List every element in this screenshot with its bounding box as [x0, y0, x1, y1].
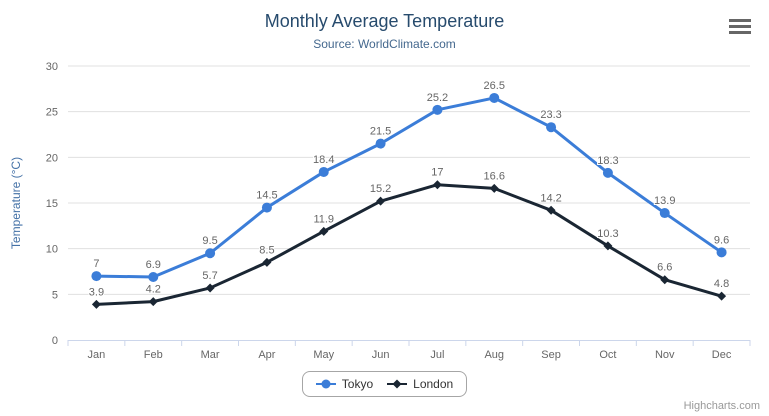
y-axis-tick-label: 20 — [46, 152, 58, 164]
y-axis-tick-label: 0 — [52, 335, 58, 347]
tokyo-data-label-dec: 9.6 — [714, 234, 729, 246]
x-axis-label: Dec — [712, 349, 732, 361]
tokyo-data-label-mar: 9.5 — [202, 235, 217, 247]
legend-label-tokyo: Tokyo — [341, 377, 374, 391]
london-data-label-mar: 5.7 — [202, 270, 217, 282]
tokyo-point-may[interactable] — [318, 166, 329, 177]
y-axis-tick-label: 25 — [46, 107, 58, 119]
london-point-nov[interactable] — [660, 275, 670, 285]
london-data-label-nov: 6.6 — [657, 262, 672, 274]
tokyo-data-label-apr: 14.5 — [256, 190, 277, 202]
london-data-label-jun: 15.2 — [370, 183, 391, 195]
london-point-mar[interactable] — [205, 283, 215, 293]
tokyo-point-sep[interactable] — [546, 122, 557, 133]
london-point-jul[interactable] — [432, 180, 442, 190]
london-point-may[interactable] — [319, 226, 329, 236]
tokyo-data-label-may: 18.4 — [313, 154, 334, 166]
tokyo-data-label-jan: 7 — [93, 258, 99, 270]
tokyo-marker-icon — [315, 379, 336, 389]
tokyo-data-label-jun: 21.5 — [370, 126, 391, 138]
tokyo-data-label-feb: 6.9 — [146, 259, 161, 271]
london-point-jan[interactable] — [91, 299, 101, 309]
chart-title: Monthly Average Temperature — [264, 11, 505, 31]
credits-link[interactable]: Highcharts.com — [683, 400, 760, 412]
chart-subtitle: Source: WorldClimate.com — [313, 37, 456, 51]
y-axis-tick-label: 5 — [52, 289, 58, 301]
tokyo-point-aug[interactable] — [489, 92, 500, 103]
london-point-oct[interactable] — [603, 241, 613, 251]
london-point-feb[interactable] — [148, 297, 158, 307]
legend-box: Tokyo London — [301, 371, 468, 397]
london-data-label-oct: 10.3 — [597, 228, 618, 240]
london-point-jun[interactable] — [376, 196, 386, 206]
london-data-label-jan: 3.9 — [89, 286, 104, 298]
london-point-aug[interactable] — [489, 183, 499, 193]
london-point-apr[interactable] — [262, 257, 272, 267]
tokyo-line-series — [94, 96, 724, 279]
tokyo-data-label-nov: 13.9 — [654, 195, 675, 207]
tokyo-point-jan[interactable] — [91, 271, 102, 282]
legend: Tokyo London — [0, 371, 769, 397]
x-axis-label: May — [313, 349, 334, 361]
x-axis-label: Jan — [88, 349, 106, 361]
tokyo-data-label-sep: 23.3 — [540, 109, 561, 121]
london-data-label-dec: 4.8 — [714, 278, 729, 290]
x-axis-label: Sep — [541, 349, 561, 361]
x-axis-label: Jun — [372, 349, 390, 361]
y-axis-tick-label: 10 — [46, 244, 58, 256]
tokyo-point-dec[interactable] — [716, 247, 727, 258]
tokyo-point-apr[interactable] — [261, 202, 272, 213]
london-data-label-jul: 17 — [431, 167, 443, 179]
london-point-dec[interactable] — [717, 291, 727, 301]
london-data-label-feb: 4.2 — [146, 284, 161, 296]
tokyo-point-mar[interactable] — [205, 248, 216, 259]
tokyo-point-jul[interactable] — [432, 104, 443, 115]
tokyo-point-feb[interactable] — [148, 271, 159, 282]
x-axis-label: Aug — [484, 349, 504, 361]
tokyo-point-jun[interactable] — [375, 138, 386, 149]
london-line-series — [94, 183, 724, 306]
london-data-label-apr: 8.5 — [259, 244, 274, 256]
x-axis-label: Nov — [655, 349, 675, 361]
tokyo-point-nov[interactable] — [659, 208, 670, 219]
tokyo-data-label-aug: 26.5 — [484, 80, 505, 92]
legend-label-london: London — [413, 377, 454, 391]
y-axis-tick-label: 30 — [46, 61, 58, 73]
tokyo-data-label-oct: 18.3 — [597, 155, 618, 167]
tokyo-data-label-jul: 25.2 — [427, 92, 448, 104]
x-axis-label: Mar — [201, 349, 220, 361]
x-axis-label: Feb — [144, 349, 163, 361]
legend-item-london[interactable]: London — [387, 377, 453, 391]
legend-item-tokyo[interactable]: Tokyo — [315, 377, 374, 391]
x-axis-label: Apr — [258, 349, 275, 361]
london-data-label-sep: 14.2 — [540, 192, 561, 204]
london-point-sep[interactable] — [546, 205, 556, 215]
london-data-label-aug: 16.6 — [484, 170, 505, 182]
context-menu-button[interactable] — [725, 14, 755, 38]
x-axis-label: Oct — [599, 349, 616, 361]
london-marker-icon — [387, 379, 408, 389]
tokyo-point-oct[interactable] — [602, 167, 613, 178]
y-axis-tick-label: 15 — [46, 198, 58, 210]
x-axis-label: Jul — [430, 349, 444, 361]
london-data-label-may: 11.9 — [313, 213, 334, 225]
